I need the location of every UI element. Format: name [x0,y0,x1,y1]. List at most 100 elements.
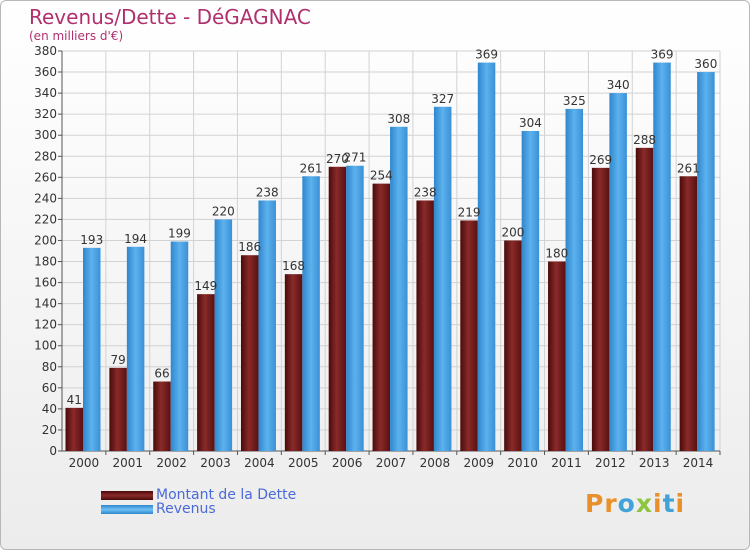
data-label-revenus: 220 [212,204,235,218]
bar-dette [372,183,391,451]
bar-dette [65,407,83,451]
data-label-dette: 254 [370,169,393,183]
legend-label-dette: Montant de la Dette [156,487,297,503]
y-tick-label: 360 [34,65,57,79]
data-label-dette: 269 [589,153,612,167]
legend-label-revenus: Revenus [156,501,216,517]
bar-dette [635,147,654,451]
y-tick-label: 240 [34,191,57,205]
y-tick-label: 0 [49,444,57,458]
y-tick-label: 380 [34,44,57,58]
x-tick-label: 2006 [332,456,363,470]
x-tick-label: 2005 [288,456,319,470]
data-label-dette: 200 [501,225,524,239]
y-tick-label: 80 [42,360,57,374]
data-label-dette: 180 [545,247,568,261]
x-tick-label: 2010 [507,456,538,470]
y-tick-label: 140 [34,297,57,311]
bar-revenus [697,72,715,451]
data-label-revenus: 360 [694,57,717,71]
legend-swatch-revenus [101,505,153,514]
data-label-revenus: 271 [343,151,366,165]
data-label-dette: 186 [238,240,261,254]
x-tick-label: 2014 [683,456,714,470]
bar-revenus [170,241,189,451]
x-tick-label: 2012 [595,456,626,470]
bar-revenus [258,200,276,451]
bar-revenus [390,126,408,451]
bar-dette [197,294,215,451]
y-tick-label: 340 [34,86,57,100]
y-tick-label: 220 [34,212,57,226]
bar-dette [284,274,303,451]
data-label-dette: 288 [633,133,656,147]
bar-revenus [565,108,584,451]
y-tick-label: 160 [34,276,57,290]
bar-dette [504,240,522,451]
y-tick-label: 100 [34,339,57,353]
data-label-revenus: 340 [607,78,630,92]
data-label-revenus: 199 [168,227,191,241]
x-tick-label: 2011 [551,456,582,470]
bar-revenus [302,176,320,451]
bar-revenus [83,247,101,451]
bar-revenus [214,219,233,451]
bar-revenus [346,165,364,451]
data-label-dette: 149 [194,279,217,293]
y-tick-label: 60 [42,381,57,395]
bar-dette [679,176,698,451]
y-tick-label: 280 [34,149,57,163]
legend-swatch-dette [101,491,153,500]
bar-dette [548,261,566,451]
data-label-revenus: 325 [563,94,586,108]
data-label-dette: 270 [326,152,349,166]
chart-subtitle: (en milliers d'€) [29,29,124,43]
x-tick-label: 2009 [463,456,494,470]
data-label-revenus: 193 [80,233,103,247]
bar-revenus [126,246,145,451]
y-tick-label: 320 [34,107,57,121]
y-tick-label: 40 [42,402,57,416]
x-tick-label: 2007 [376,456,407,470]
x-tick-label: 2001 [113,456,144,470]
y-tick-label: 260 [34,170,57,184]
data-label-dette: 219 [458,205,481,219]
x-tick-label: 2003 [200,456,231,470]
bar-revenus [477,62,496,451]
x-tick-label: 2013 [639,456,670,470]
bar-dette [591,167,610,451]
data-label-revenus: 304 [519,116,542,130]
bar-revenus [653,62,671,451]
data-label-revenus: 238 [256,185,279,199]
proxiti-logo: Proxiti [585,489,686,518]
data-label-dette: 261 [677,161,700,175]
y-tick-label: 180 [34,255,57,269]
x-tick-label: 2004 [244,456,275,470]
bar-dette [109,367,127,451]
data-label-revenus: 308 [387,112,410,126]
chart-title: Revenus/Dette - DéGAGNAC [29,5,311,29]
x-tick-label: 2002 [156,456,187,470]
data-label-dette: 41 [67,393,82,407]
bar-dette [240,255,259,451]
bar-revenus [609,93,627,452]
bar-dette [460,220,478,451]
bar-dette [153,381,171,451]
data-label-revenus: 261 [300,161,323,175]
y-tick-label: 200 [34,233,57,247]
y-tick-label: 300 [34,128,57,142]
x-tick-label: 2008 [420,456,451,470]
data-label-revenus: 369 [475,48,498,62]
data-label-dette: 168 [282,259,305,273]
x-tick-label: 2000 [69,456,100,470]
bar-revenus [433,106,452,451]
data-label-revenus: 369 [651,48,674,62]
data-label-dette: 238 [414,185,437,199]
data-label-dette: 66 [154,367,169,381]
bar-revenus [521,131,540,451]
bar-dette [328,166,347,451]
data-label-dette: 79 [110,353,125,367]
data-label-revenus: 327 [431,92,454,106]
y-tick-label: 20 [42,423,57,437]
